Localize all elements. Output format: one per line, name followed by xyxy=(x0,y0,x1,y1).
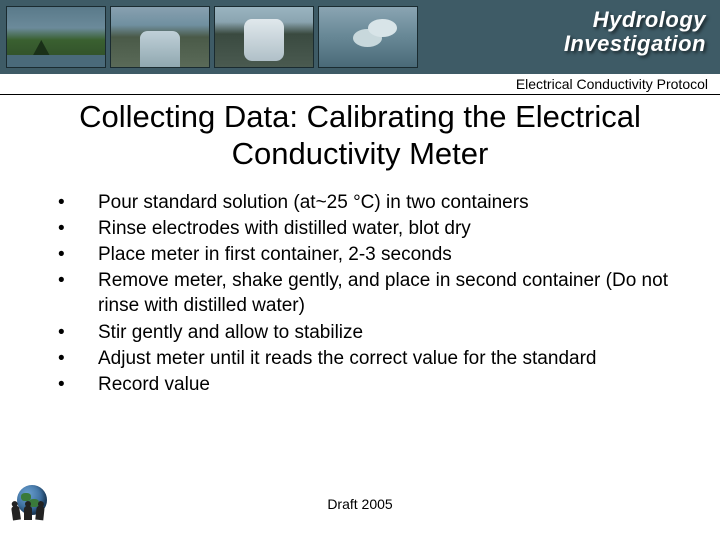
bullet-marker: • xyxy=(58,216,98,241)
header-banner: Hydrology Investigation xyxy=(0,0,720,74)
photo-strip xyxy=(6,6,418,68)
photo-stream xyxy=(110,6,210,68)
bullet-text: Rinse electrodes with distilled water, b… xyxy=(98,216,670,241)
bullet-text: Pour standard solution (at~25 °C) in two… xyxy=(98,190,670,215)
protocol-subheader: Electrical Conductivity Protocol xyxy=(0,74,720,95)
photo-ocean-surf xyxy=(318,6,418,68)
globe-logo-icon xyxy=(10,480,54,520)
bullet-text: Place meter in first container, 2-3 seco… xyxy=(98,242,670,267)
bullet-list: • Pour standard solution (at~25 °C) in t… xyxy=(58,190,670,397)
protocol-subheader-text: Electrical Conductivity Protocol xyxy=(516,76,708,92)
slide-title: Collecting Data: Calibrating the Electri… xyxy=(0,95,720,172)
banner-title: Hydrology Investigation xyxy=(564,8,706,56)
list-item: • Record value xyxy=(58,372,670,397)
bullet-text: Stir gently and allow to stabilize xyxy=(98,320,670,345)
bullet-marker: • xyxy=(58,190,98,215)
bullet-marker: • xyxy=(58,242,98,267)
bullet-marker: • xyxy=(58,320,98,345)
list-item: • Remove meter, shake gently, and place … xyxy=(58,268,670,318)
bullet-text: Record value xyxy=(98,372,670,397)
slide-body: • Pour standard solution (at~25 °C) in t… xyxy=(0,172,720,397)
banner-title-line2: Investigation xyxy=(564,32,706,56)
list-item: • Adjust meter until it reads the correc… xyxy=(58,346,670,371)
photo-waterfall xyxy=(214,6,314,68)
list-item: • Pour standard solution (at~25 °C) in t… xyxy=(58,190,670,215)
photo-mountain-lake xyxy=(6,6,106,68)
bullet-marker: • xyxy=(58,372,98,397)
children-figures-icon xyxy=(10,502,54,520)
list-item: • Place meter in first container, 2-3 se… xyxy=(58,242,670,267)
bullet-text: Remove meter, shake gently, and place in… xyxy=(98,268,670,318)
bullet-text: Adjust meter until it reads the correct … xyxy=(98,346,670,371)
bullet-marker: • xyxy=(58,346,98,371)
list-item: • Rinse electrodes with distilled water,… xyxy=(58,216,670,241)
bullet-marker: • xyxy=(58,268,98,293)
list-item: • Stir gently and allow to stabilize xyxy=(58,320,670,345)
banner-title-line1: Hydrology xyxy=(564,8,706,32)
footer-label: Draft 2005 xyxy=(0,496,720,512)
